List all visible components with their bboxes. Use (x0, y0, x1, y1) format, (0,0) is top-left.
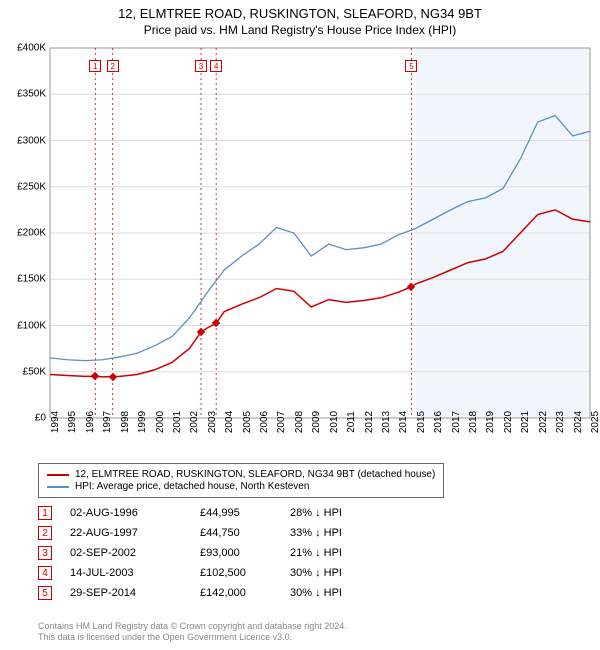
x-tick-label: 1995 (67, 411, 78, 433)
sale-row-marker: 2 (38, 526, 52, 540)
sale-row-marker: 4 (38, 566, 52, 580)
y-tick-label: £300K (17, 135, 46, 146)
sale-date: 14-JUL-2003 (70, 567, 200, 579)
legend-swatch (47, 474, 69, 476)
y-tick-label: £250K (17, 181, 46, 192)
x-tick-label: 1996 (85, 411, 96, 433)
x-tick-label: 2012 (364, 411, 375, 433)
x-tick-label: 2024 (573, 411, 584, 433)
footer-note: Contains HM Land Registry data © Crown c… (38, 621, 347, 644)
x-tick-label: 2002 (189, 411, 200, 433)
sale-row: 2 22-AUG-1997£44,75033% ↓ HPI (38, 526, 390, 540)
legend: 12, ELMTREE ROAD, RUSKINGTON, SLEAFORD, … (38, 463, 444, 498)
x-tick-label: 2004 (224, 411, 235, 433)
sale-marker-5: 5 (405, 60, 417, 72)
x-tick-label: 1994 (50, 411, 61, 433)
x-tick-label: 2021 (520, 411, 531, 433)
sale-date: 22-AUG-1997 (70, 527, 200, 539)
sale-diff: 28% ↓ HPI (290, 507, 390, 519)
sale-row-marker: 1 (38, 506, 52, 520)
x-tick-label: 2007 (276, 411, 287, 433)
sale-price: £142,000 (200, 587, 290, 599)
x-tick-label: 2013 (381, 411, 392, 433)
sale-price: £93,000 (200, 547, 290, 559)
y-tick-label: £350K (17, 89, 46, 100)
legend-swatch (47, 486, 69, 488)
y-tick-label: £50K (23, 366, 46, 377)
chart-container: 12, ELMTREE ROAD, RUSKINGTON, SLEAFORD, … (0, 0, 600, 650)
sale-row: 5 29-SEP-2014£142,00030% ↓ HPI (38, 586, 390, 600)
x-tick-label: 2016 (433, 411, 444, 433)
legend-item: HPI: Average price, detached house, Nort… (47, 481, 435, 492)
y-tick-label: £400K (17, 43, 46, 54)
sale-row-marker: 3 (38, 546, 52, 560)
sale-diff: 30% ↓ HPI (290, 567, 390, 579)
sale-date: 02-SEP-2002 (70, 547, 200, 559)
y-tick-label: £150K (17, 274, 46, 285)
x-tick-label: 1999 (137, 411, 148, 433)
legend-item: 12, ELMTREE ROAD, RUSKINGTON, SLEAFORD, … (47, 469, 435, 480)
x-tick-label: 2000 (155, 411, 166, 433)
x-tick-label: 2025 (590, 411, 600, 433)
x-tick-label: 2009 (311, 411, 322, 433)
sale-row: 4 14-JUL-2003£102,50030% ↓ HPI (38, 566, 390, 580)
x-tick-label: 2010 (329, 411, 340, 433)
sale-date: 02-AUG-1996 (70, 507, 200, 519)
sale-marker-2: 2 (107, 60, 119, 72)
sale-price: £44,995 (200, 507, 290, 519)
x-tick-label: 2023 (555, 411, 566, 433)
sale-date: 29-SEP-2014 (70, 587, 200, 599)
x-tick-label: 2008 (294, 411, 305, 433)
footer-line2: This data is licensed under the Open Gov… (38, 632, 347, 644)
title-subtitle: Price paid vs. HM Land Registry's House … (0, 23, 600, 37)
y-tick-label: £100K (17, 320, 46, 331)
x-tick-label: 2001 (172, 411, 183, 433)
x-tick-label: 2014 (398, 411, 409, 433)
sale-price: £102,500 (200, 567, 290, 579)
x-tick-label: 2005 (242, 411, 253, 433)
title-address: 12, ELMTREE ROAD, RUSKINGTON, SLEAFORD, … (0, 6, 600, 21)
y-tick-label: £0 (35, 413, 46, 424)
sale-row: 3 02-SEP-2002£93,00021% ↓ HPI (38, 546, 390, 560)
sale-price: £44,750 (200, 527, 290, 539)
sale-diff: 21% ↓ HPI (290, 547, 390, 559)
x-tick-label: 2015 (416, 411, 427, 433)
footer-line1: Contains HM Land Registry data © Crown c… (38, 621, 347, 633)
y-tick-label: £200K (17, 228, 46, 239)
x-tick-label: 2018 (468, 411, 479, 433)
sale-marker-4: 4 (210, 60, 222, 72)
legend-label: HPI: Average price, detached house, Nort… (75, 481, 309, 492)
x-tick-label: 1998 (120, 411, 131, 433)
x-tick-label: 2006 (259, 411, 270, 433)
chart-area: £0£50K£100K£150K£200K£250K£300K£350K£400… (50, 48, 590, 418)
sale-row: 1 02-AUG-1996£44,99528% ↓ HPI (38, 506, 390, 520)
sale-marker-1: 1 (89, 60, 101, 72)
sale-row-marker: 5 (38, 586, 52, 600)
x-tick-label: 1997 (102, 411, 113, 433)
x-tick-label: 2020 (503, 411, 514, 433)
title-block: 12, ELMTREE ROAD, RUSKINGTON, SLEAFORD, … (0, 0, 600, 39)
sale-diff: 30% ↓ HPI (290, 587, 390, 599)
x-tick-label: 2019 (485, 411, 496, 433)
sales-table: 1 02-AUG-1996£44,99528% ↓ HPI 2 22-AUG-1997… (38, 506, 390, 606)
x-tick-label: 2022 (538, 411, 549, 433)
legend-label: 12, ELMTREE ROAD, RUSKINGTON, SLEAFORD, … (75, 469, 435, 480)
x-tick-label: 2017 (451, 411, 462, 433)
x-tick-label: 2003 (207, 411, 218, 433)
sale-diff: 33% ↓ HPI (290, 527, 390, 539)
x-tick-label: 2011 (346, 411, 357, 433)
sale-marker-3: 3 (195, 60, 207, 72)
